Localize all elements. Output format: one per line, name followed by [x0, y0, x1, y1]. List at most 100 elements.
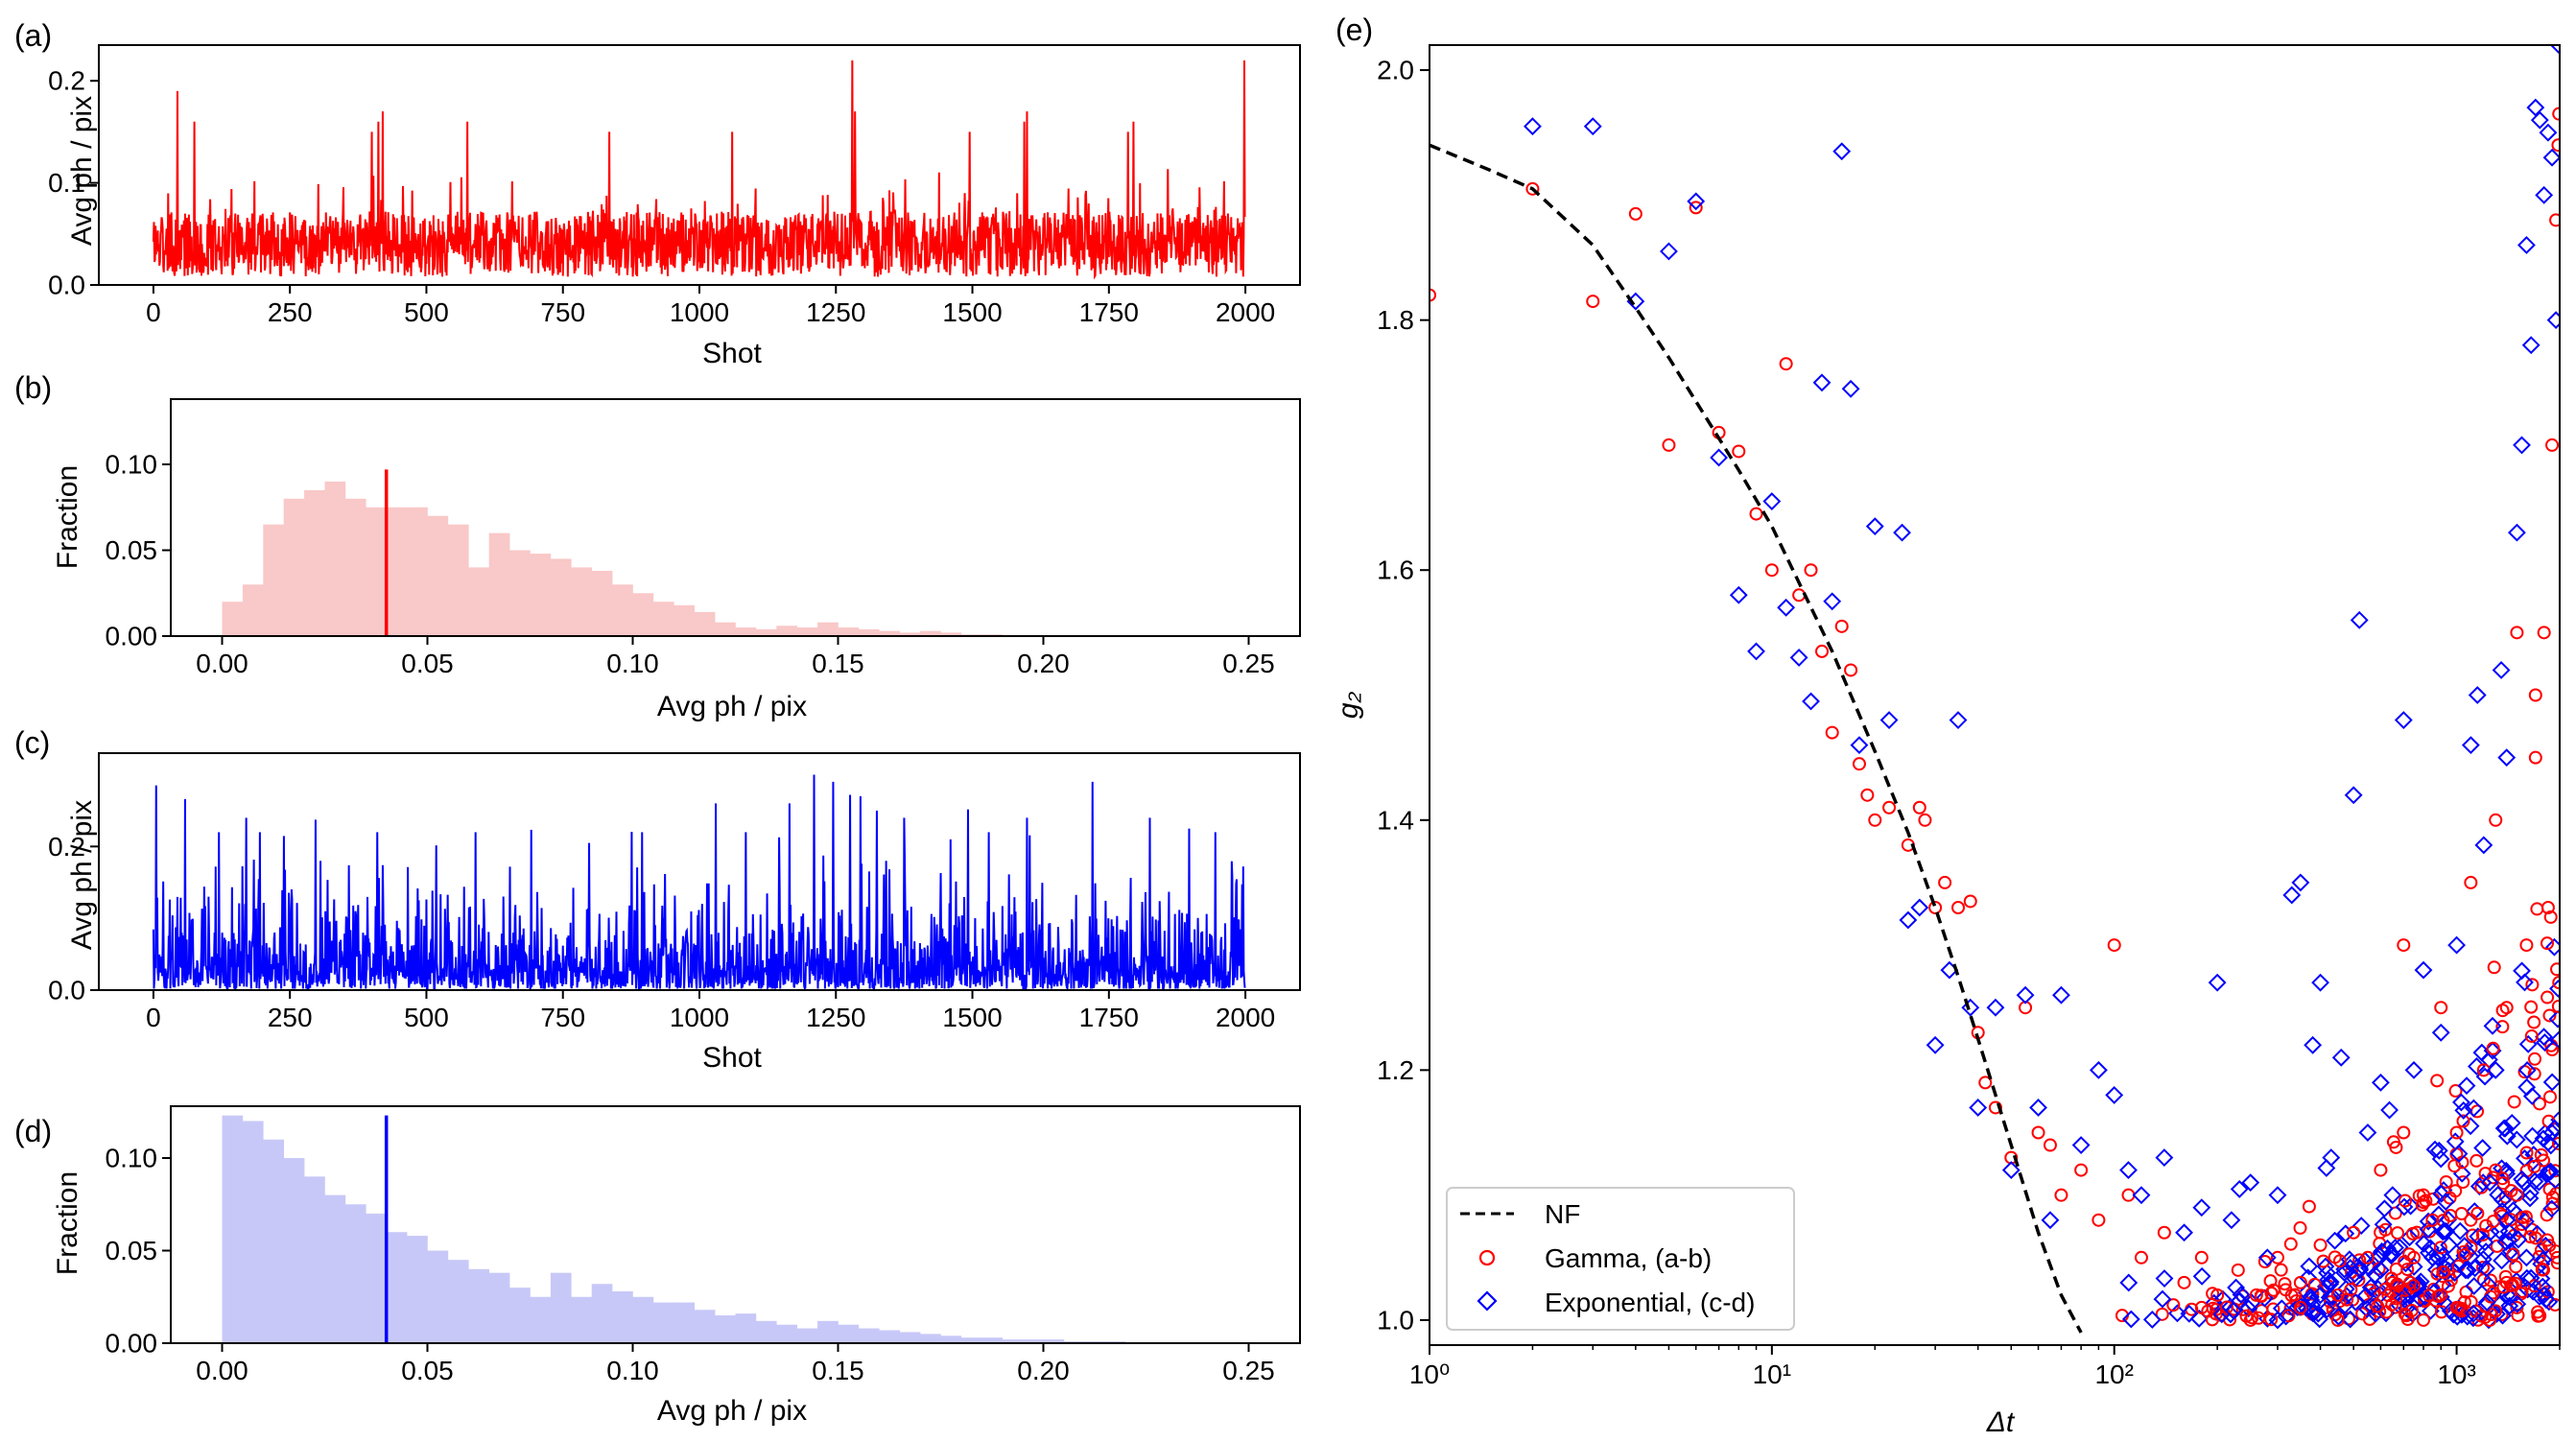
exponential-point	[2052, 985, 2070, 1005]
exponential-point	[2350, 610, 2369, 629]
hist-bar-d	[222, 1115, 244, 1343]
y-axis-label-c: Avg ph / pix	[66, 800, 98, 950]
gamma-point	[2274, 1263, 2288, 1277]
gamma-point	[1825, 725, 1839, 740]
exponential-point	[2341, 1310, 2360, 1329]
exponential-point	[2041, 1211, 2060, 1230]
gamma-point	[1732, 444, 1746, 459]
gamma-point	[2031, 1125, 2045, 1140]
gamma-point	[2495, 1020, 2510, 1034]
hist-bar-b	[242, 584, 264, 636]
exponential-point	[1687, 192, 1706, 211]
exponential-point	[2386, 1239, 2404, 1257]
hist-bar-d	[304, 1176, 325, 1343]
x-tick-label-b: 0.15	[812, 649, 864, 678]
gamma-point	[2519, 938, 2534, 953]
hist-bar-d	[674, 1302, 695, 1343]
panel-label-b: (b)	[14, 370, 52, 405]
x-tick-label-c: 250	[268, 1003, 313, 1032]
gamma-point	[1792, 588, 1807, 603]
hist-bar-b	[879, 630, 900, 636]
exponential-point	[1926, 1035, 1945, 1054]
hist-bar-b	[920, 630, 941, 636]
hist-bar-b	[838, 627, 860, 636]
x-axis-label-a: Shot	[702, 338, 762, 369]
gamma-point	[2107, 938, 2121, 953]
exponential-point	[2230, 1179, 2249, 1198]
gamma-point	[2434, 1288, 2448, 1302]
x-tick-label-d: 0.00	[196, 1356, 248, 1385]
hist-bar-d	[427, 1250, 449, 1343]
gamma-point	[2398, 1307, 2412, 1321]
gamma-point	[2523, 1230, 2538, 1244]
gamma-point	[2466, 1228, 2480, 1242]
hist-bar-b	[652, 602, 674, 636]
exponential-point	[2316, 1257, 2335, 1276]
gamma-point	[2362, 1312, 2376, 1327]
hist-bar-d	[468, 1268, 489, 1343]
gamma-point	[1662, 437, 1676, 452]
gamma-point	[2449, 1125, 2464, 1140]
gamma-point	[2344, 1283, 2358, 1297]
x-tick-label-b: 0.10	[606, 649, 659, 678]
exponential-point	[2419, 1219, 2438, 1239]
exponential-point	[2542, 1123, 2560, 1142]
gamma-point	[1749, 507, 1763, 521]
exponential-point	[2404, 1060, 2423, 1079]
hist-bar-d	[242, 1121, 264, 1343]
gamma-point	[1779, 357, 1793, 371]
gamma-point	[2374, 1163, 2388, 1177]
exponential-point	[2331, 1048, 2351, 1067]
y-tick-label-b: 0.05	[106, 535, 158, 565]
exponential-point	[1789, 648, 1808, 667]
gamma-point	[2525, 978, 2540, 992]
gamma-point	[2347, 1225, 2361, 1240]
gamma-point	[1834, 619, 1849, 633]
x-tick-label-a: 2000	[1216, 297, 1275, 327]
gamma-point	[2266, 1283, 2281, 1297]
x-tick-label-c: 1250	[806, 1003, 865, 1032]
series-line-c	[152, 774, 1246, 990]
exponential-point	[2534, 1250, 2553, 1269]
gamma-point	[2416, 1188, 2430, 1202]
exponential-point	[2507, 523, 2526, 542]
exponential-point	[1777, 598, 1796, 617]
exponential-point	[1747, 642, 1765, 661]
gamma-point	[2403, 1275, 2418, 1289]
hist-bar-d	[1002, 1339, 1024, 1343]
exponential-point	[2422, 1248, 2442, 1267]
exponential-point	[2119, 1161, 2138, 1180]
x-tick-label-b: 0.25	[1222, 649, 1275, 678]
exponential-point	[2450, 1221, 2470, 1241]
gamma-point	[2307, 1277, 2322, 1291]
x-tick-label-c: 1000	[670, 1003, 729, 1032]
panel-label-c: (c)	[14, 725, 50, 760]
gamma-point	[2406, 1250, 2421, 1265]
gamma-point	[2398, 1194, 2412, 1208]
hist-bar-d	[838, 1324, 860, 1343]
exponential-point	[2300, 1257, 2319, 1276]
x-tick-label-a: 250	[268, 297, 313, 327]
exponential-point	[1823, 592, 1842, 611]
hist-bar-d	[550, 1272, 572, 1343]
y-tick-label-b: 0.10	[106, 450, 158, 480]
hist-bar-b	[366, 507, 387, 636]
gamma-point	[2449, 1300, 2464, 1314]
gamma-point	[2532, 1097, 2546, 1111]
hist-bar-b	[488, 532, 510, 636]
y-tick-label-b: 0.00	[106, 622, 158, 651]
gamma-point	[2537, 626, 2551, 640]
exponential-point	[2355, 1251, 2375, 1270]
exponential-point	[2464, 1304, 2483, 1323]
exponential-point	[2497, 1211, 2517, 1230]
gamma-point	[2210, 1288, 2225, 1302]
hist-bar-d	[324, 1194, 346, 1343]
exponential-point	[2535, 185, 2554, 204]
exponential-point	[2449, 1145, 2469, 1163]
exponential-point	[2480, 1173, 2499, 1193]
y-tick-label-e: 1.0	[1377, 1305, 1414, 1335]
exponential-point	[2329, 1307, 2348, 1326]
exponential-point	[2374, 1215, 2393, 1234]
hist-bar-b	[715, 622, 736, 636]
gamma-point	[1628, 206, 1642, 221]
